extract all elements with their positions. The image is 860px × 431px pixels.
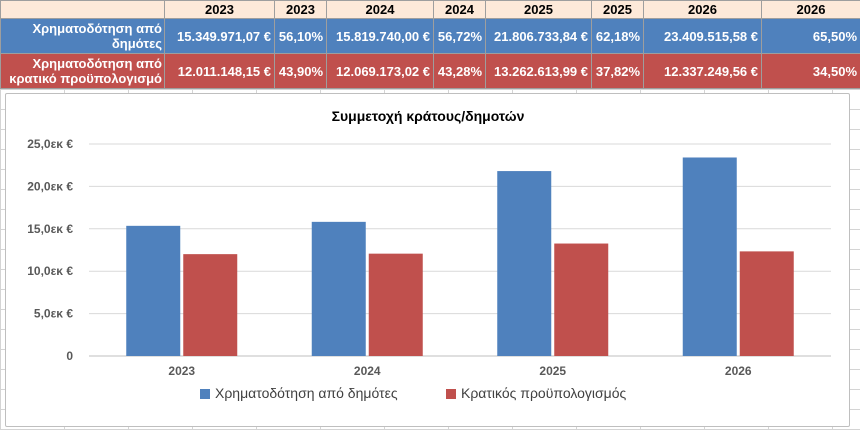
legend-swatch xyxy=(200,389,210,399)
legend: Χρηματοδότηση από δημότες Κρατικός προϋπο… xyxy=(200,385,627,401)
table-cell[interactable]: 37,82% xyxy=(592,54,644,89)
table-cell[interactable]: 12.069.173,02 € xyxy=(327,54,434,89)
x-axis-tick-labels: 2023 2024 2025 2026 xyxy=(168,364,752,378)
legend-label: Χρηματοδότηση από δημότες xyxy=(215,385,398,401)
table-cell[interactable]: 13.262.613,99 € xyxy=(486,54,592,89)
table-cell[interactable]: 43,90% xyxy=(275,54,327,89)
x-tick-label: 2024 xyxy=(354,364,381,378)
table-cell[interactable]: 15.819.740,00 € xyxy=(327,19,434,54)
chart-title: Συμμετοχή κράτους/δημοτών xyxy=(332,108,525,124)
table-cell[interactable]: 43,28% xyxy=(434,54,486,89)
y-tick-label: 0 xyxy=(66,349,73,363)
table-cell[interactable]: 12.337.249,56 € xyxy=(644,54,762,89)
y-tick-label: 15,0εκ € xyxy=(27,222,73,236)
table-cell[interactable]: 65,50% xyxy=(762,19,860,54)
bar-state-2023[interactable] xyxy=(183,254,237,356)
header-cell[interactable]: 2024 xyxy=(327,1,434,19)
table-cell[interactable]: 23.409.515,58 € xyxy=(644,19,762,54)
chart-container[interactable]: Συμμετοχή κράτους/δημοτών 0 5,0εκ € 10,0εκ… xyxy=(5,93,850,427)
table-cell[interactable]: 34,50% xyxy=(762,54,860,89)
y-tick-label: 25,0εκ € xyxy=(27,137,73,151)
table-cell[interactable]: 12.011.148,15 € xyxy=(165,54,275,89)
table-row: Χρηματοδότηση από δημότες 15.349.971,07 … xyxy=(1,19,860,54)
bars xyxy=(126,157,794,356)
bar-chart: Συμμετοχή κράτους/δημοτών 0 5,0εκ € 10,0εκ… xyxy=(6,94,849,426)
bar-citizens-2024[interactable] xyxy=(312,222,366,356)
header-blank-cell[interactable] xyxy=(1,1,165,19)
table-cell[interactable]: 56,72% xyxy=(434,19,486,54)
y-tick-label: 5,0εκ € xyxy=(34,307,73,321)
x-tick-label: 2025 xyxy=(539,364,566,378)
y-tick-label: 10,0εκ € xyxy=(27,264,73,278)
bar-citizens-2023[interactable] xyxy=(126,226,180,356)
x-tick-label: 2026 xyxy=(725,364,752,378)
table-cell[interactable]: 56,10% xyxy=(275,19,327,54)
legend-label: Κρατικός προϋπολογισμός xyxy=(461,385,627,401)
header-cell[interactable]: 2024 xyxy=(434,1,486,19)
header-cell[interactable]: 2025 xyxy=(486,1,592,19)
bar-state-2025[interactable] xyxy=(554,244,608,356)
header-cell[interactable]: 2023 xyxy=(165,1,275,19)
header-cell[interactable]: 2025 xyxy=(592,1,644,19)
header-cell[interactable]: 2026 xyxy=(762,1,860,19)
header-cell[interactable]: 2023 xyxy=(275,1,327,19)
bar-citizens-2025[interactable] xyxy=(497,171,551,356)
x-tick-label: 2023 xyxy=(168,364,195,378)
data-table: 2023 2023 2024 2024 2025 2025 2026 2026 … xyxy=(0,0,860,89)
y-axis-tick-labels: 0 5,0εκ € 10,0εκ € 15,0εκ € 20,0εκ € 25,0εκ € xyxy=(27,137,73,363)
y-tick-label: 20,0εκ € xyxy=(27,179,73,193)
bar-citizens-2026[interactable] xyxy=(683,157,737,356)
bar-state-2024[interactable] xyxy=(369,254,423,356)
table-header-row: 2023 2023 2024 2024 2025 2025 2026 2026 xyxy=(1,1,860,19)
table-cell[interactable]: 15.349.971,07 € xyxy=(165,19,275,54)
table-row: Χρηματοδότηση από κρατικό προϋπολογισμό … xyxy=(1,54,860,89)
row-label-cell[interactable]: Χρηματοδότηση από δημότες xyxy=(1,19,165,54)
table-cell[interactable]: 62,18% xyxy=(592,19,644,54)
table-cell[interactable]: 21.806.733,84 € xyxy=(486,19,592,54)
legend-swatch xyxy=(446,389,456,399)
header-cell[interactable]: 2026 xyxy=(644,1,762,19)
bar-state-2026[interactable] xyxy=(740,251,794,356)
row-label-cell[interactable]: Χρηματοδότηση από κρατικό προϋπολογισμό xyxy=(1,54,165,89)
